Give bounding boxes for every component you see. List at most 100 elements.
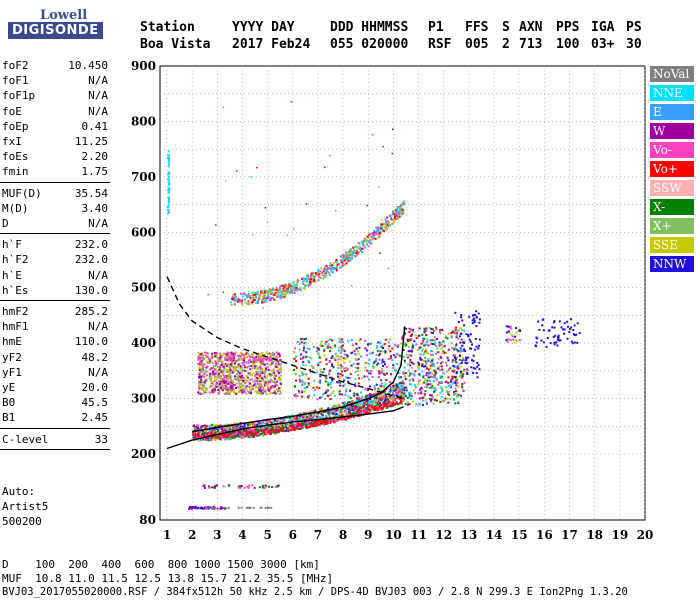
- echo-point: [271, 425, 274, 428]
- echo-point: [197, 439, 200, 442]
- echo-point: [199, 363, 202, 366]
- echo-point: [417, 367, 420, 370]
- echo-point: [359, 412, 362, 415]
- echo-point: [294, 395, 297, 398]
- echo-point: [258, 389, 261, 392]
- echo-point: [384, 351, 387, 354]
- echo-point: [426, 374, 429, 377]
- echo-point: [299, 380, 302, 383]
- echo-point: [280, 383, 283, 386]
- echo-point: [354, 255, 357, 258]
- echo-point: [354, 400, 357, 403]
- echo-point: [428, 372, 431, 375]
- echo-point: [225, 382, 228, 385]
- echo-point: [340, 407, 343, 410]
- echo-point: [225, 374, 228, 377]
- echo-point: [367, 405, 370, 408]
- echo-point: [262, 392, 265, 395]
- echo-point: [218, 384, 221, 387]
- header-value-8: 03+: [591, 37, 615, 52]
- echo-point: [397, 215, 400, 218]
- echo-point: [412, 330, 415, 333]
- echo-point: [227, 382, 230, 385]
- echo-point: [402, 201, 405, 204]
- echo-point: [463, 340, 466, 343]
- echo-point: [362, 402, 365, 405]
- echo-point: [305, 355, 308, 358]
- echo-point: [295, 355, 298, 358]
- echo-point: [402, 399, 405, 402]
- echo-point: [433, 390, 436, 393]
- echo-point: [197, 391, 200, 394]
- echo-point: [208, 358, 211, 361]
- echo-point: [431, 343, 434, 346]
- echo-point: [254, 365, 257, 368]
- echo-point: [237, 377, 240, 380]
- echo-point: [248, 434, 251, 437]
- echo-point: [321, 408, 324, 411]
- echo-point: [202, 432, 205, 435]
- echo-point: [390, 398, 393, 401]
- echo-point: [199, 392, 202, 395]
- echo-point: [347, 253, 350, 256]
- echo-point: [278, 378, 281, 381]
- echo-point: [227, 376, 230, 379]
- echo-point: [435, 328, 438, 331]
- echo-point: [331, 406, 334, 409]
- echo-point: [344, 357, 347, 360]
- echo-point: [357, 358, 360, 361]
- echo-point: [378, 408, 381, 411]
- echo-point: [261, 423, 264, 426]
- echo-point: [197, 358, 200, 361]
- echo-point: [449, 385, 452, 388]
- echo-point: [226, 351, 229, 354]
- echo-point: [262, 380, 265, 383]
- echo-point: [508, 332, 511, 335]
- echo-point: [467, 335, 470, 338]
- echo-point: [300, 341, 303, 344]
- echo-point: [259, 293, 262, 296]
- echo-point: [226, 391, 229, 394]
- echo-point: [336, 263, 339, 266]
- echo-point: [350, 408, 353, 411]
- echo-point: [396, 362, 399, 365]
- echo-point: [408, 345, 411, 348]
- y-tick-label: 800: [131, 114, 156, 128]
- echo-point: [291, 425, 294, 428]
- echo-point: [451, 346, 454, 349]
- echo-point: [210, 360, 213, 363]
- echo-point: [421, 397, 424, 400]
- echo-point: [441, 361, 444, 364]
- echo-point: [391, 400, 394, 403]
- echo-point: [279, 378, 282, 381]
- param-row-b1: B1 2.45: [2, 410, 108, 425]
- echo-point: [277, 426, 280, 429]
- echo-point: [341, 405, 344, 408]
- echo-point: [377, 400, 380, 403]
- echo-point: [265, 362, 268, 365]
- echo-point: [285, 425, 288, 428]
- echo-point: [314, 279, 317, 282]
- echo-point: [392, 213, 395, 216]
- echo-point: [232, 355, 235, 358]
- echo-point: [205, 378, 208, 381]
- echo-point: [259, 368, 262, 371]
- echo-point: [319, 370, 322, 373]
- echo-point: [339, 364, 342, 367]
- echo-point: [404, 332, 407, 335]
- echo-point: [268, 432, 271, 435]
- echo-point: [288, 426, 291, 429]
- echo-point: [289, 286, 292, 289]
- echo-point: [463, 381, 466, 384]
- echo-point: [250, 302, 253, 305]
- echo-point: [228, 353, 231, 356]
- echo-point: [343, 379, 346, 382]
- echo-point: [250, 430, 253, 433]
- echo-point: [229, 432, 232, 435]
- echo-point: [264, 373, 267, 376]
- echo-point: [239, 356, 242, 359]
- echo-point: [369, 401, 372, 404]
- echo-point: [375, 358, 378, 361]
- echo-point: [344, 408, 347, 411]
- echo-point: [401, 393, 404, 396]
